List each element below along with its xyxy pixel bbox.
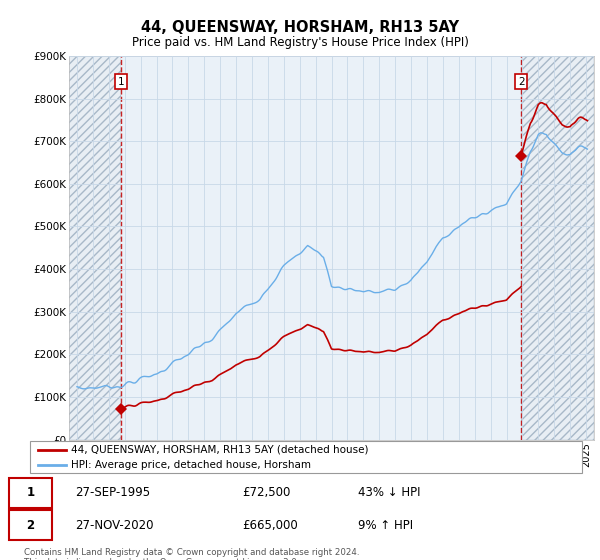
HPI: Average price, detached house, Horsham: (2.01e+03, 3.52e+05): Average price, detached house, Horsham: … bbox=[349, 286, 356, 293]
Text: 9% ↑ HPI: 9% ↑ HPI bbox=[358, 519, 413, 531]
Bar bbox=[121, 56, 521, 440]
44, QUEENSWAY, HORSHAM, RH13 5AY (detached house) bbox=[538, 99, 545, 106]
Text: HPI: Average price, detached house, Horsham: HPI: Average price, detached house, Hors… bbox=[71, 460, 311, 470]
HPI: Average price, detached house, Horsham: (2.02e+03, 4.73e+05): Average price, detached house, Horsham: … bbox=[439, 235, 446, 241]
HPI: Average price, detached house, Horsham: (2.01e+03, 4e+05): Average price, detached house, Horsham: … bbox=[278, 265, 285, 272]
HPI: Average price, detached house, Horsham: (2.02e+03, 7.2e+05): Average price, detached house, Horsham: … bbox=[538, 129, 545, 136]
HPI: Average price, detached house, Horsham: (2.02e+03, 5.48e+05): Average price, detached house, Horsham: … bbox=[497, 203, 505, 209]
44, QUEENSWAY, HORSHAM, RH13 5AY (detached house) bbox=[583, 116, 590, 123]
Text: £665,000: £665,000 bbox=[242, 519, 298, 531]
Text: 1: 1 bbox=[118, 77, 124, 87]
FancyBboxPatch shape bbox=[30, 441, 582, 473]
Line: HPI: Average price, detached house, Horsham: HPI: Average price, detached house, Hors… bbox=[77, 133, 587, 389]
Text: £72,500: £72,500 bbox=[242, 487, 291, 500]
Text: 44, QUEENSWAY, HORSHAM, RH13 5AY: 44, QUEENSWAY, HORSHAM, RH13 5AY bbox=[141, 20, 459, 35]
FancyBboxPatch shape bbox=[9, 510, 52, 540]
Text: 44, QUEENSWAY, HORSHAM, RH13 5AY (detached house): 44, QUEENSWAY, HORSHAM, RH13 5AY (detach… bbox=[71, 445, 369, 455]
44, QUEENSWAY, HORSHAM, RH13 5AY (detached house) bbox=[563, 124, 570, 130]
44, QUEENSWAY, HORSHAM, RH13 5AY (detached house) bbox=[532, 108, 539, 115]
HPI: Average price, detached house, Horsham: (2.01e+03, 3.45e+05): Average price, detached house, Horsham: … bbox=[376, 289, 383, 296]
Text: 27-NOV-2020: 27-NOV-2020 bbox=[76, 519, 154, 531]
HPI: Average price, detached house, Horsham: (2.02e+03, 7.11e+05): Average price, detached house, Horsham: … bbox=[544, 133, 551, 140]
Text: Contains HM Land Registry data © Crown copyright and database right 2024.
This d: Contains HM Land Registry data © Crown c… bbox=[24, 548, 359, 560]
Line: 44, QUEENSWAY, HORSHAM, RH13 5AY (detached house): 44, QUEENSWAY, HORSHAM, RH13 5AY (detach… bbox=[521, 102, 587, 156]
44, QUEENSWAY, HORSHAM, RH13 5AY (detached house) bbox=[566, 123, 574, 130]
Text: Price paid vs. HM Land Registry's House Price Index (HPI): Price paid vs. HM Land Registry's House … bbox=[131, 36, 469, 49]
Bar bbox=[521, 56, 594, 440]
HPI: Average price, detached house, Horsham: (1.99e+03, 1.19e+05): Average price, detached house, Horsham: … bbox=[80, 385, 87, 392]
HPI: Average price, detached house, Horsham: (2.03e+03, 6.82e+05): Average price, detached house, Horsham: … bbox=[584, 146, 591, 152]
Text: 27-SEP-1995: 27-SEP-1995 bbox=[76, 487, 151, 500]
HPI: Average price, detached house, Horsham: (1.99e+03, 1.24e+05): Average price, detached house, Horsham: … bbox=[73, 384, 80, 390]
Text: 1: 1 bbox=[26, 487, 34, 500]
Text: 43% ↓ HPI: 43% ↓ HPI bbox=[358, 487, 420, 500]
Text: 2: 2 bbox=[518, 77, 524, 87]
44, QUEENSWAY, HORSHAM, RH13 5AY (detached house) bbox=[517, 153, 524, 160]
Text: 2: 2 bbox=[26, 519, 34, 531]
Bar bbox=[69, 56, 121, 440]
44, QUEENSWAY, HORSHAM, RH13 5AY (detached house) bbox=[584, 117, 591, 124]
FancyBboxPatch shape bbox=[9, 478, 52, 508]
44, QUEENSWAY, HORSHAM, RH13 5AY (detached house) bbox=[539, 100, 546, 106]
44, QUEENSWAY, HORSHAM, RH13 5AY (detached house) bbox=[540, 100, 547, 107]
